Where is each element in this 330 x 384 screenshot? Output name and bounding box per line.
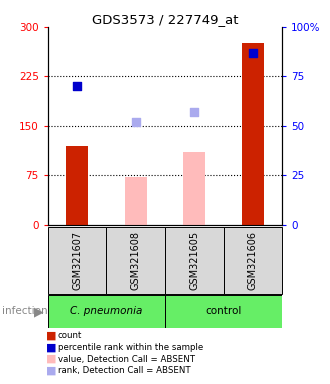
- Bar: [165, 227, 224, 294]
- Text: count: count: [58, 331, 82, 341]
- Bar: [106, 227, 165, 294]
- Text: value, Detection Call = ABSENT: value, Detection Call = ABSENT: [58, 354, 195, 364]
- Text: ■: ■: [46, 354, 56, 364]
- Point: [250, 50, 255, 56]
- Text: ■: ■: [46, 343, 56, 353]
- Bar: [224, 227, 282, 294]
- Bar: [183, 152, 205, 225]
- Bar: [48, 295, 165, 328]
- Bar: [48, 227, 106, 294]
- Text: GSM321606: GSM321606: [248, 231, 258, 290]
- Bar: [125, 177, 147, 225]
- Bar: [242, 43, 264, 225]
- Text: ▶: ▶: [34, 305, 44, 318]
- Point: [75, 83, 80, 89]
- Text: ■: ■: [46, 331, 56, 341]
- Point: [192, 109, 197, 115]
- Point: [133, 119, 138, 125]
- Text: GSM321605: GSM321605: [189, 231, 199, 290]
- Text: percentile rank within the sample: percentile rank within the sample: [58, 343, 203, 352]
- Text: control: control: [205, 306, 242, 316]
- Bar: [66, 146, 88, 225]
- Bar: [165, 295, 282, 328]
- Text: GSM321607: GSM321607: [72, 231, 82, 290]
- Text: GSM321608: GSM321608: [131, 231, 141, 290]
- Text: C. pneumonia: C. pneumonia: [70, 306, 143, 316]
- Text: rank, Detection Call = ABSENT: rank, Detection Call = ABSENT: [58, 366, 190, 375]
- Text: ■: ■: [46, 366, 56, 376]
- Text: GDS3573 / 227749_at: GDS3573 / 227749_at: [92, 13, 238, 26]
- Text: infection: infection: [2, 306, 47, 316]
